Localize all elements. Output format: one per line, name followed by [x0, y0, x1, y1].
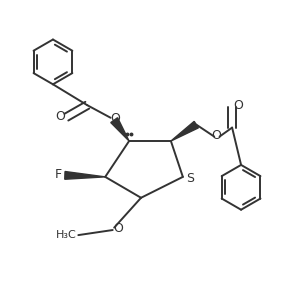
Text: O: O [114, 222, 124, 235]
Text: O: O [55, 110, 65, 123]
Polygon shape [65, 172, 105, 179]
Text: O: O [111, 112, 121, 125]
Text: F: F [55, 168, 62, 181]
Text: H₃C: H₃C [56, 230, 77, 240]
Text: O: O [234, 99, 244, 112]
Text: S: S [186, 172, 194, 185]
Text: O: O [211, 130, 220, 142]
Polygon shape [111, 118, 129, 141]
Polygon shape [171, 122, 198, 141]
